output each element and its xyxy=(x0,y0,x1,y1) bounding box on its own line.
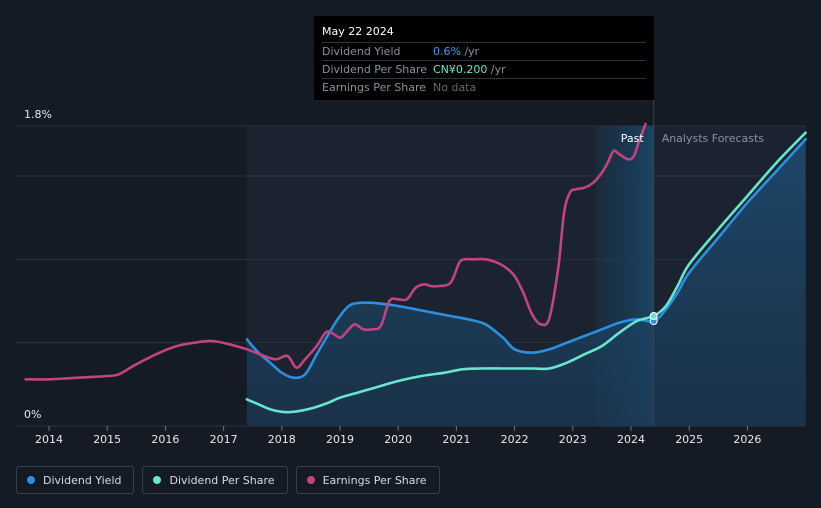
tooltip-unit: /yr xyxy=(487,63,506,76)
x-tick-label: 2017 xyxy=(210,433,238,446)
dividend-yield-area xyxy=(246,139,806,427)
tooltip-key: Dividend Per Share xyxy=(322,63,428,76)
tooltip-row-dividend-per-share: Dividend Per Share CN¥0.200 /yr xyxy=(322,60,646,78)
x-tick-label: 2019 xyxy=(326,433,354,446)
tooltip-unit: /yr xyxy=(460,45,480,58)
tooltip-date: May 22 2024 xyxy=(322,25,394,38)
chart-legend: Dividend Yield Dividend Per Share Earnin… xyxy=(16,466,440,494)
x-tick-label: 2021 xyxy=(442,433,470,446)
hover-point-dps xyxy=(649,312,658,320)
tooltip-row-dividend-yield: Dividend Yield 0.6% /yr xyxy=(322,42,646,60)
series-line-yield xyxy=(245,138,807,380)
legend-item-dividend-per-share[interactable]: Dividend Per Share xyxy=(142,466,288,494)
legend-dot-icon xyxy=(153,476,162,484)
tooltip-value: No data xyxy=(433,81,477,94)
legend-label: Dividend Per Share xyxy=(169,473,275,487)
y-axis-label-bottom: 0% xyxy=(24,408,41,421)
legend-label: Earnings Per Share xyxy=(322,473,427,487)
past-label: Past xyxy=(621,132,645,145)
x-tick-label: 2024 xyxy=(617,433,645,446)
y-axis-label-top: 1.8% xyxy=(24,108,52,121)
x-tick-label: 2020 xyxy=(384,433,412,446)
legend-label: Dividend Yield xyxy=(43,473,122,487)
x-tick-label: 2016 xyxy=(151,433,179,446)
series-line-dps xyxy=(245,131,807,414)
x-axis: 2014 2015 2016 2017 2018 2019 2020 2021 2022 2023… xyxy=(35,426,761,446)
tooltip-value: CN¥0.200 xyxy=(433,63,488,76)
tooltip-key: Dividend Yield xyxy=(322,45,401,58)
x-tick-label: 2022 xyxy=(501,433,529,446)
series-line-eps xyxy=(24,122,647,381)
x-tick-label: 2025 xyxy=(675,433,703,446)
x-tick-label: 2015 xyxy=(93,433,121,446)
legend-item-dividend-yield[interactable]: Dividend Yield xyxy=(16,466,135,494)
tooltip-key: Earnings Per Share xyxy=(322,81,427,94)
x-tick-label: 2023 xyxy=(559,433,587,446)
legend-dot-icon xyxy=(27,476,35,484)
x-tick-label: 2014 xyxy=(35,433,63,446)
chart-canvas[interactable]: 2014 2015 2016 2017 2018 2019 2020 2021 2022 2023… xyxy=(0,0,821,460)
series-lines xyxy=(24,122,807,414)
tooltip-value: 0.6% xyxy=(433,45,461,58)
tooltip-row-earnings-per-share: Earnings Per Share No data xyxy=(322,78,646,96)
forecast-label: Analysts Forecasts xyxy=(662,132,765,145)
legend-dot-icon xyxy=(306,476,315,484)
x-tick-label: 2018 xyxy=(268,433,296,446)
hover-markers xyxy=(649,312,658,325)
x-tick-label: 2026 xyxy=(733,433,761,446)
chart-tooltip: May 22 2024 Dividend Yield 0.6% /yr Divi… xyxy=(314,16,654,100)
legend-item-earnings-per-share[interactable]: Earnings Per Share xyxy=(295,466,440,494)
